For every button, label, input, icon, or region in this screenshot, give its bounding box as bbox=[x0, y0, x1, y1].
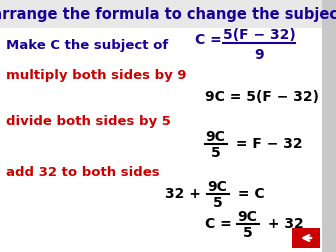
Text: Rearrange the formula to change the subject.: Rearrange the formula to change the subj… bbox=[0, 7, 336, 21]
Text: 9C: 9C bbox=[237, 210, 257, 224]
Bar bbox=[292, 228, 320, 248]
Text: 5(F − 32): 5(F − 32) bbox=[223, 28, 296, 42]
Bar bbox=[0, 0, 322, 28]
Text: 32 +: 32 + bbox=[165, 187, 206, 201]
Text: divide both sides by 5: divide both sides by 5 bbox=[6, 115, 171, 129]
Text: multiply both sides by 9: multiply both sides by 9 bbox=[6, 69, 186, 81]
Text: C =: C = bbox=[195, 33, 226, 47]
Text: C =: C = bbox=[205, 217, 237, 231]
Text: 9C: 9C bbox=[207, 180, 227, 194]
Text: = F − 32: = F − 32 bbox=[231, 137, 303, 151]
Text: 9C = 5(F − 32): 9C = 5(F − 32) bbox=[205, 90, 319, 104]
Text: + 32: + 32 bbox=[263, 217, 304, 231]
Text: 9C: 9C bbox=[205, 130, 225, 144]
Text: 5: 5 bbox=[213, 196, 223, 210]
Text: add 32 to both sides: add 32 to both sides bbox=[6, 166, 160, 178]
Text: 9: 9 bbox=[254, 48, 264, 62]
Text: Make C the subject of: Make C the subject of bbox=[6, 39, 168, 51]
Text: 5: 5 bbox=[243, 226, 253, 240]
Text: 5: 5 bbox=[211, 146, 221, 160]
Text: = C: = C bbox=[233, 187, 265, 201]
Bar bbox=[322, 0, 336, 252]
